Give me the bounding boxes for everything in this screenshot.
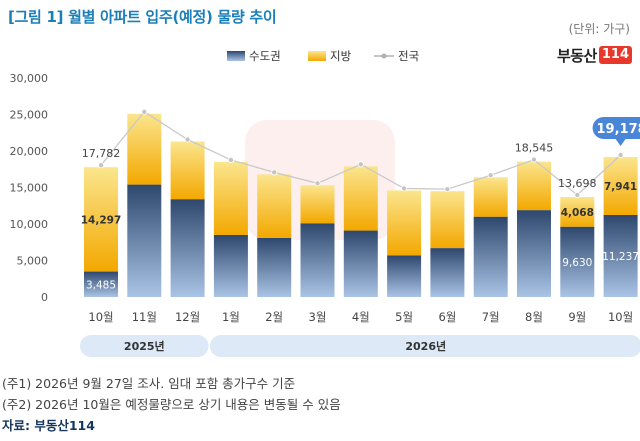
bar-regional (387, 190, 422, 256)
bar-capital (473, 216, 508, 297)
stacked-bar-chart: 수도권 지방 전국 0 5,000 10,000 15,000 20,000 25,000 30… (10, 49, 640, 357)
bar-capital (84, 271, 118, 297)
total-point (574, 192, 581, 199)
bar-capital (343, 230, 378, 297)
data-label-capital: 11,237 (602, 251, 639, 263)
bar-regional (343, 166, 378, 231)
highlight-callout-label: 19,178 (597, 122, 640, 137)
bar-regional (170, 141, 205, 200)
legend-label-total: 전국 (398, 49, 419, 63)
bar-capital (560, 226, 595, 297)
data-label-total: 18,545 (515, 142, 554, 155)
bar-capital (127, 184, 162, 297)
x-tick-label: 11월 (132, 310, 157, 324)
bar-capital (430, 248, 465, 297)
total-point (487, 172, 494, 179)
highlight-callout-pointer (615, 139, 626, 147)
total-point (271, 169, 278, 176)
x-tick-label: 6월 (438, 310, 456, 324)
x-tick-label: 5월 (395, 310, 413, 324)
x-tick-label: 1월 (222, 310, 240, 324)
y-tick-label: 5,000 (17, 255, 49, 268)
bar-capital (517, 210, 551, 297)
data-label-regional: 4,068 (561, 207, 594, 219)
data-label-capital: 9,630 (562, 257, 592, 269)
bars (84, 113, 638, 297)
x-axis: 10월 11월 12월 1월 2월 3월 4월 5월 6월 7월 8월 9월 10월 2025년 2026년 (80, 310, 640, 357)
data-label-regional: 7,941 (604, 181, 637, 193)
data-label-total: 13,698 (558, 177, 597, 190)
data-labels: 3,485 9,630 11,237 14,297 4,068 7,941 17,782 18… (81, 117, 640, 291)
logo-badge: 114 (598, 46, 632, 64)
bar-regional (300, 185, 335, 224)
bar-capital (213, 234, 248, 297)
brand-logo: 부동산 114 (557, 44, 632, 66)
unit-label: (단위: 가구) (568, 22, 630, 36)
x-tick-label: 4월 (352, 310, 370, 324)
total-point (227, 156, 234, 163)
total-point (617, 152, 624, 159)
bar-regional (473, 177, 508, 217)
year-group-band (209, 335, 640, 357)
year-group-label: 2025년 (124, 339, 165, 353)
legend-label-capital: 수도권 (249, 49, 281, 63)
y-tick-label: 10,000 (10, 218, 49, 231)
logo-text: 부동산 (556, 46, 597, 65)
bar-regional (430, 191, 465, 249)
bar-regional (603, 157, 638, 215)
x-tick-label: 10월 (88, 310, 113, 324)
source-credit: 자료: 부동산114 (2, 418, 95, 433)
total-point (401, 185, 408, 192)
data-label-capital: 3,485 (86, 279, 116, 291)
page-title: [그림 1] 월별 아파트 입주(예정) 물량 추이 (8, 8, 277, 26)
bar-regional (127, 113, 162, 185)
bar-regional (257, 174, 292, 238)
legend-swatch-capital (227, 51, 245, 61)
bar-capital (603, 214, 638, 297)
y-tick-label: 0 (41, 291, 48, 304)
bar-regional (213, 161, 248, 235)
chart-legend: 수도권 지방 전국 (227, 49, 419, 63)
total-point (531, 156, 538, 163)
x-tick-label: 8월 (525, 310, 543, 324)
y-tick-label: 15,000 (10, 182, 49, 195)
y-axis: 0 5,000 10,000 15,000 20,000 25,000 30,000 (10, 72, 49, 304)
total-point (314, 180, 321, 187)
total-point (444, 186, 451, 193)
x-tick-label: 2월 (265, 310, 283, 324)
data-label-regional: 14,297 (81, 214, 122, 226)
total-point (357, 161, 364, 168)
total-line (98, 108, 624, 199)
legend-marker-total (381, 53, 387, 59)
y-tick-label: 20,000 (10, 145, 49, 158)
x-tick-label: 7월 (482, 310, 500, 324)
x-tick-label: 9월 (568, 310, 586, 324)
bar-capital (257, 237, 292, 297)
footnote-1: (주1) 2026년 9월 27일 조사. 임대 포함 총가구수 기준 (2, 376, 296, 391)
bar-capital (300, 223, 335, 297)
y-tick-label: 30,000 (10, 72, 49, 85)
total-point (184, 136, 191, 143)
data-label-total: 17,782 (82, 147, 121, 160)
footnotes: (주1) 2026년 9월 27일 조사. 임대 포함 총가구수 기준 (주2)… (2, 373, 341, 436)
bar-capital (387, 255, 422, 297)
total-point (98, 162, 105, 169)
bar-regional (84, 167, 118, 272)
year-group-band (80, 335, 209, 357)
x-tick-label: 10월 (608, 310, 633, 324)
bar-capital (170, 199, 205, 297)
year-group-label: 2026년 (405, 339, 446, 353)
highlight-callout (592, 117, 640, 139)
bar-regional (560, 197, 595, 227)
x-tick-label: 3월 (309, 310, 327, 324)
y-tick-label: 25,000 (10, 109, 49, 122)
total-point (141, 108, 148, 115)
footnote-2: (주2) 2026년 10월은 예정물량으로 상기 내용은 변동될 수 있음 (2, 397, 341, 412)
x-tick-label: 12월 (175, 310, 200, 324)
legend-label-regional: 지방 (330, 49, 352, 63)
legend-swatch-regional (308, 51, 326, 61)
